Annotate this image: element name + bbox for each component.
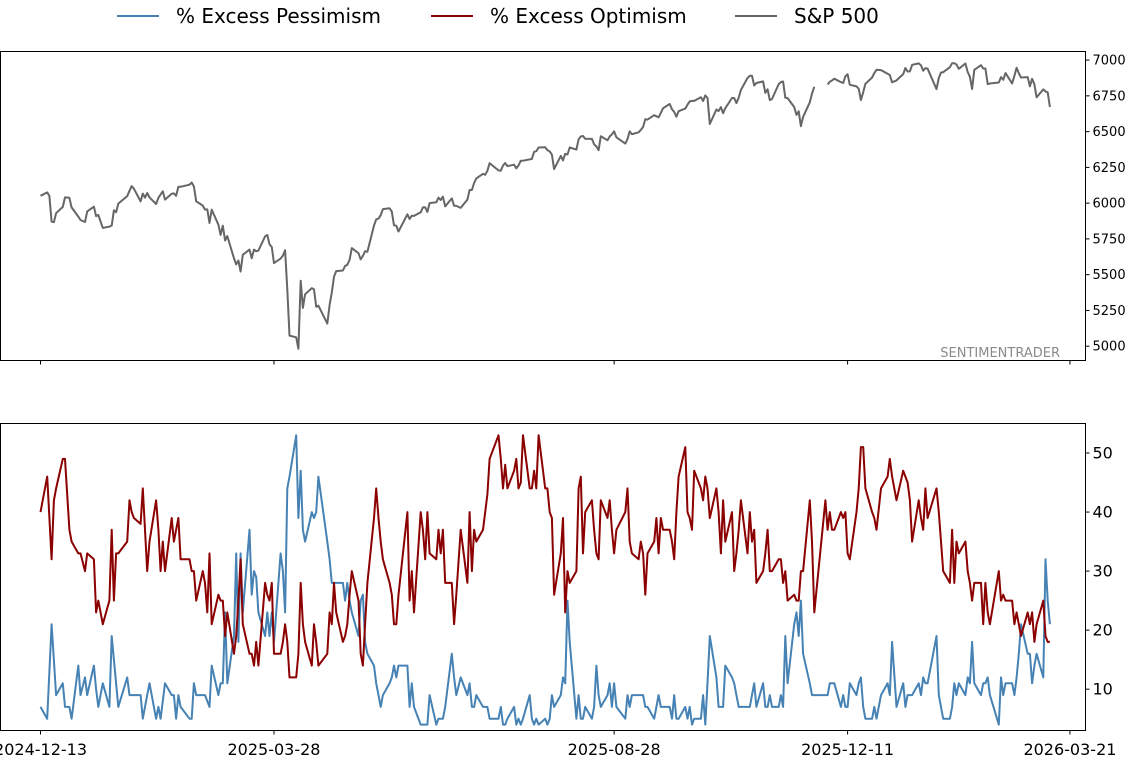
sentiment-y-tick-label: 10 (1093, 680, 1113, 699)
sentiment-plot-area (39, 434, 1051, 726)
sentiment-panel: 10 20 30 40 50 2024-12-13 2025-03-28 2025-08-2… (0, 423, 1116, 759)
sp500-y-tick-label: 6250 (1093, 161, 1126, 176)
sp500-panel: 5000 5250 5500 5750 6000 6250 6500 6750 7000 SEN… (0, 51, 1126, 365)
sentiment-y-tick-label: 20 (1093, 621, 1113, 640)
x-tick-label: 2025-12-11 (801, 740, 894, 759)
sp500-y-tick-label: 7000 (1093, 54, 1126, 69)
sentiment-plot-frame (0, 423, 1086, 731)
legend: % Excess Pessimism % Excess Optimism S&P 5… (117, 4, 879, 28)
sp500-y-axis: 5000 5250 5500 5750 6000 6250 6500 6750 7000 (1085, 54, 1126, 355)
sp500-plot-frame (0, 51, 1086, 361)
legend-label-excess-optimism: % Excess Optimism (490, 4, 687, 28)
x-axis: 2024-12-13 2025-03-28 2025-08-28 2025-12-11… (0, 730, 1116, 759)
sp500-plot-area (40, 62, 1051, 350)
sp500-y-tick-label: 5250 (1093, 304, 1126, 319)
x-tick-label: 2025-03-28 (227, 740, 320, 759)
watermark: SENTIMENTRADER (940, 346, 1060, 361)
sentiment-y-axis: 10 20 30 40 50 (1085, 444, 1113, 699)
sp500-y-tick-label: 5500 (1093, 268, 1126, 283)
sp500-y-tick-label: 6500 (1093, 125, 1126, 140)
legend-label-excess-pessimism: % Excess Pessimism (176, 4, 381, 28)
sentiment-y-tick-label: 30 (1093, 562, 1113, 581)
x-tick-label: 2026-03-21 (1023, 740, 1116, 759)
sp500-x-ticks (40, 360, 1071, 365)
sp500-y-tick-label: 5750 (1093, 232, 1126, 247)
s-p-500-line (40, 62, 1051, 350)
sp500-y-tick-label: 5000 (1093, 340, 1126, 355)
x-tick-label: 2024-12-13 (0, 740, 87, 759)
excess-pessimism-line (39, 434, 1051, 726)
sp500-y-tick-label: 6000 (1093, 197, 1126, 212)
x-tick-label: 2025-08-28 (568, 740, 661, 759)
legend-label-s-p-500: S&P 500 (794, 4, 879, 28)
sp500-y-tick-label: 6750 (1093, 89, 1126, 104)
sentiment-y-tick-label: 40 (1093, 503, 1113, 522)
excess-optimism-line (39, 434, 1050, 679)
sentiment-y-tick-label: 50 (1093, 444, 1113, 463)
